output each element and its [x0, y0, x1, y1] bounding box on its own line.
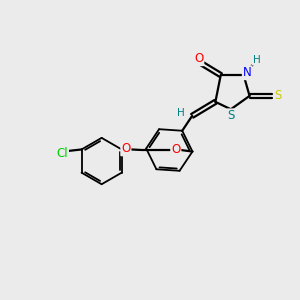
Text: S: S [275, 89, 282, 102]
Text: N: N [243, 66, 252, 79]
Text: S: S [227, 109, 235, 122]
Text: H: H [253, 55, 260, 64]
Text: O: O [194, 52, 203, 65]
Text: O: O [121, 142, 130, 155]
Text: O: O [171, 143, 180, 156]
Text: H: H [177, 108, 185, 118]
Text: Cl: Cl [56, 147, 68, 160]
